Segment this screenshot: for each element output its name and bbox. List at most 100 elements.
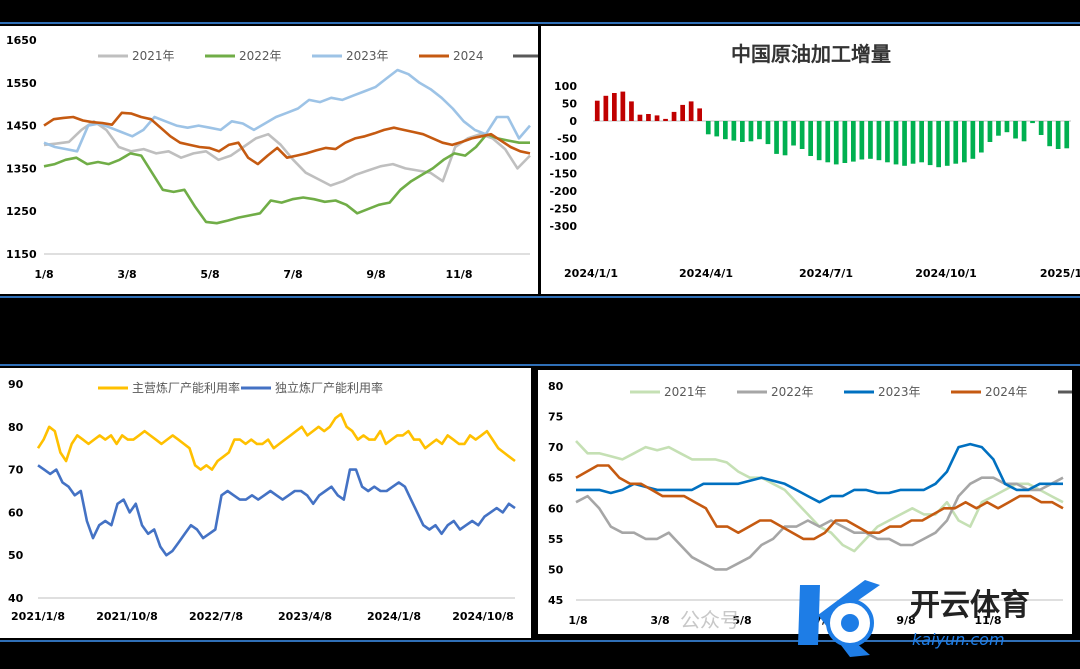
bar <box>612 93 617 121</box>
bar <box>637 114 643 121</box>
bar <box>876 121 882 161</box>
x-tick-label: 2024/7/1 <box>799 267 853 280</box>
y-tick-label: 0 <box>569 115 577 128</box>
bar <box>919 121 924 163</box>
bar <box>987 121 993 142</box>
y-tick-label: -150 <box>549 168 577 181</box>
bar <box>740 121 745 142</box>
bar <box>594 100 600 121</box>
bar <box>953 121 959 164</box>
series-line <box>43 132 530 225</box>
y-tick-label: 45 <box>548 594 563 607</box>
series-line <box>37 464 516 557</box>
bar <box>671 111 677 121</box>
bar <box>603 95 609 121</box>
x-tick-label: 2021/1/8 <box>11 610 65 623</box>
x-tick-label: 3/8 <box>117 268 136 281</box>
series-line <box>575 476 1064 571</box>
x-tick-label: 2025/1 <box>1040 267 1080 280</box>
bar <box>1064 121 1070 149</box>
bar <box>748 121 754 142</box>
series-line <box>43 111 531 166</box>
bar <box>893 121 899 165</box>
series-line <box>36 412 516 471</box>
x-tick-label: 9/8 <box>896 614 915 627</box>
chart-title: 中国原油加工增量 <box>731 42 891 66</box>
x-tick-label: 2024/10/1 <box>915 267 977 280</box>
chart-panel-3: 90 80 70 60 50 40 2021/1/8 2021/10/8 2022/7/8 202… <box>0 368 531 638</box>
bar <box>996 121 1001 136</box>
bar <box>859 121 865 160</box>
x-tick-label: 2024/4/1 <box>679 267 733 280</box>
y-tick-label: 80 <box>8 421 24 434</box>
bar <box>885 121 890 163</box>
legend-label: 2024 <box>453 49 484 63</box>
bar <box>791 121 796 146</box>
series-line <box>575 464 1064 541</box>
bar <box>688 101 694 121</box>
bar <box>970 121 976 159</box>
y-tick-label: 1250 <box>6 205 37 218</box>
bar <box>1038 121 1044 135</box>
watermark-domain-text: kaiyun.com <box>912 630 1005 649</box>
seasonal-line-chart-1: 1650 1550 1450 1350 1250 1150 1/8 3/8 5/8 7/8 9/8 1… <box>6 34 578 281</box>
bar <box>654 115 660 121</box>
bar <box>774 121 779 154</box>
watermark-social-text: 公众号 <box>680 608 740 632</box>
bar <box>868 121 873 159</box>
chart-panel-1: 1650 1550 1450 1350 1250 1150 1/8 3/8 5/8 7/8 9/8 1… <box>0 26 578 294</box>
bar <box>765 121 771 145</box>
bar <box>697 108 702 121</box>
x-tick-label: 3/8 <box>650 614 669 627</box>
legend-label: 2024年 <box>985 385 1028 399</box>
lower-rule <box>0 364 1080 366</box>
y-tick-label: 70 <box>548 441 564 454</box>
series-line <box>43 68 531 153</box>
y-tick-label: 70 <box>8 464 24 477</box>
bar <box>825 121 831 163</box>
y-tick-label: 1150 <box>6 248 37 261</box>
bar <box>782 121 788 156</box>
bar <box>757 121 762 140</box>
legend-label: 主营炼厂产能利用率 <box>132 380 240 395</box>
bar <box>646 114 651 121</box>
x-tick-label: 9/8 <box>366 268 385 281</box>
bar <box>731 121 737 141</box>
x-tick-label: 1/8 <box>568 614 587 627</box>
crude-processing-bar-chart: 中国原油加工增量 100 50 0 -50 -100 -150 -200 -250 -300 202… <box>549 42 1080 280</box>
bar <box>842 121 848 163</box>
bar <box>962 121 967 163</box>
kaiyun-logo-icon <box>798 580 880 657</box>
x-tick-label: 2023/4/8 <box>278 610 332 623</box>
legend-label: 2022年 <box>771 385 814 399</box>
bar <box>936 121 941 168</box>
y-tick-label: 1450 <box>6 120 37 133</box>
x-tick-label: 1/8 <box>34 268 53 281</box>
x-tick-label: 5/8 <box>200 268 219 281</box>
utilization-line-chart: 90 80 70 60 50 40 2021/1/8 2021/10/8 2022/7/8 202… <box>8 378 516 623</box>
bar <box>851 121 856 162</box>
y-tick-label: -200 <box>549 185 577 198</box>
watermark-brand-text: 开云体育 <box>910 588 1030 623</box>
series-line <box>43 120 531 187</box>
bar <box>629 101 634 121</box>
bar <box>1004 121 1010 133</box>
y-tick-label: 55 <box>548 533 563 546</box>
y-tick-label: 1650 <box>6 34 37 47</box>
y-tick-label: -300 <box>549 220 577 233</box>
y-tick-label: 100 <box>554 80 577 93</box>
legend-label: 2022年 <box>239 49 282 63</box>
bar <box>799 121 805 149</box>
bar <box>1055 121 1061 149</box>
series-line <box>576 442 1063 504</box>
middle-rule <box>0 296 1080 298</box>
y-tick-label: 50 <box>8 549 24 562</box>
chart-panel-2: 中国原油加工增量 100 50 0 -50 -100 -150 -200 -250 -300 202… <box>541 26 1080 294</box>
legend-label: 2023年 <box>878 385 921 399</box>
bar <box>663 118 668 121</box>
bar <box>979 121 984 153</box>
y-tick-label: -250 <box>549 203 577 216</box>
bar <box>705 121 711 135</box>
bar <box>944 121 950 166</box>
x-tick-label: 2022/7/8 <box>189 610 243 623</box>
